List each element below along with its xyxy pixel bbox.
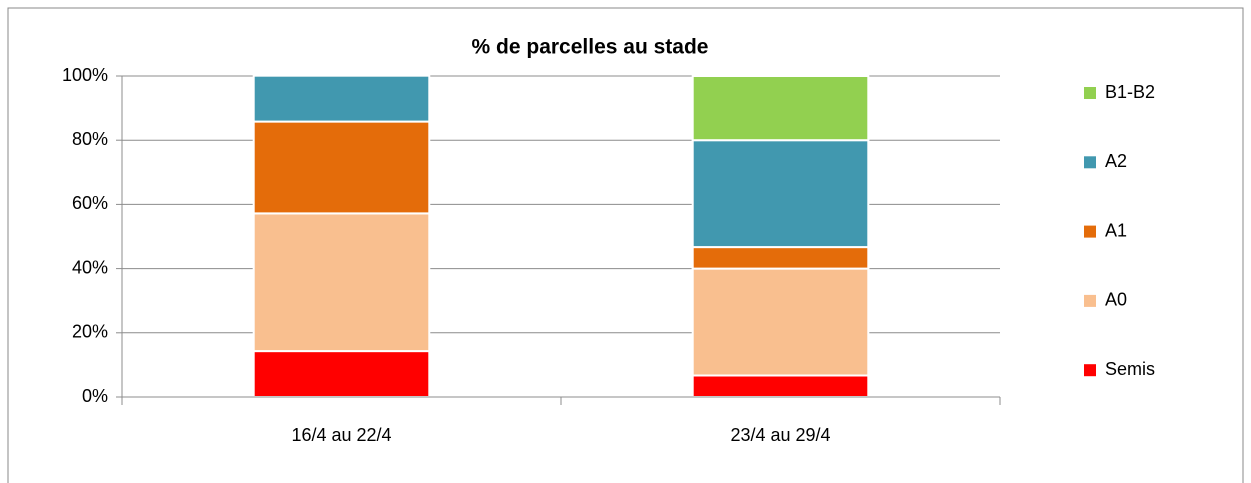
bar-segment bbox=[691, 75, 870, 142]
legend-swatch bbox=[1084, 87, 1096, 99]
bar-segment bbox=[252, 212, 431, 353]
legend-label: Semis bbox=[1105, 359, 1155, 379]
legend-label: B1-B2 bbox=[1105, 82, 1155, 102]
chart-title: % de parcelles au stade bbox=[472, 36, 709, 59]
y-tick-label: 0% bbox=[82, 386, 108, 406]
bar-segment bbox=[691, 267, 870, 377]
chart-border bbox=[7, 7, 1244, 483]
y-tick-label: 80% bbox=[72, 129, 108, 149]
x-tick-label: 23/4 au 29/4 bbox=[730, 425, 830, 445]
bar-segment bbox=[691, 374, 870, 399]
y-tick-label: 20% bbox=[72, 322, 108, 342]
bar-segment bbox=[252, 74, 431, 123]
legend-swatch bbox=[1084, 364, 1096, 377]
y-tick-label: 40% bbox=[72, 257, 108, 277]
legend-label: A2 bbox=[1105, 151, 1127, 171]
legend-label: A0 bbox=[1105, 290, 1127, 310]
legend-swatch bbox=[1084, 294, 1096, 307]
bar-segment bbox=[252, 350, 431, 398]
x-tick-label: 16/4 au 22/4 bbox=[291, 425, 391, 445]
legend-label: A1 bbox=[1105, 220, 1127, 240]
bar-segment bbox=[691, 139, 870, 249]
bar-segment bbox=[691, 246, 870, 270]
legend-swatch bbox=[1084, 225, 1096, 238]
y-tick-label: 60% bbox=[72, 193, 108, 213]
legend-swatch bbox=[1084, 156, 1096, 169]
y-tick-label: 100% bbox=[62, 65, 108, 85]
bar-segment bbox=[252, 120, 431, 215]
